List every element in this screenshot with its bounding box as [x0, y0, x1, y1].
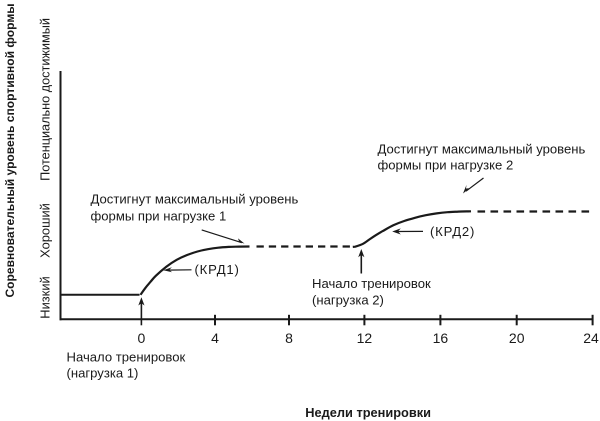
svg-text:16: 16	[433, 330, 449, 346]
svg-text:Достигнут максимальный уровень: Достигнут максимальный уровень	[378, 141, 586, 156]
svg-text:24: 24	[583, 330, 599, 346]
svg-text:Недели тренировки: Недели тренировки	[305, 405, 431, 420]
svg-text:(нагрузка 1): (нагрузка 1)	[67, 365, 139, 380]
svg-text:Потенциально достижимый: Потенциально достижимый	[39, 18, 53, 181]
svg-text:0: 0	[138, 330, 146, 346]
svg-text:12: 12	[357, 330, 373, 346]
svg-text:формы при нагрузке 2: формы при нагрузке 2	[378, 158, 514, 173]
svg-text:Достигнут максимальный уровень: Достигнут максимальный уровень	[91, 192, 299, 207]
svg-text:Начало тренировок: Начало тренировок	[312, 276, 431, 291]
svg-text:(КРД2): (КРД2)	[430, 224, 475, 239]
svg-text:Низкий: Низкий	[38, 276, 53, 318]
svg-text:8: 8	[285, 330, 293, 346]
svg-text:4: 4	[211, 330, 219, 346]
svg-text:Соревновательный уровень спорт: Соревновательный уровень спортивной форм…	[3, 3, 17, 297]
svg-text:Хороший: Хороший	[38, 203, 53, 258]
svg-text:(нагрузка 2): (нагрузка 2)	[312, 292, 384, 307]
svg-text:формы при нагрузке 1: формы при нагрузке 1	[91, 208, 227, 223]
svg-text:Начало тренировок: Начало тренировок	[67, 350, 186, 365]
svg-text:(КРД1): (КРД1)	[195, 262, 240, 277]
svg-text:20: 20	[509, 330, 525, 346]
